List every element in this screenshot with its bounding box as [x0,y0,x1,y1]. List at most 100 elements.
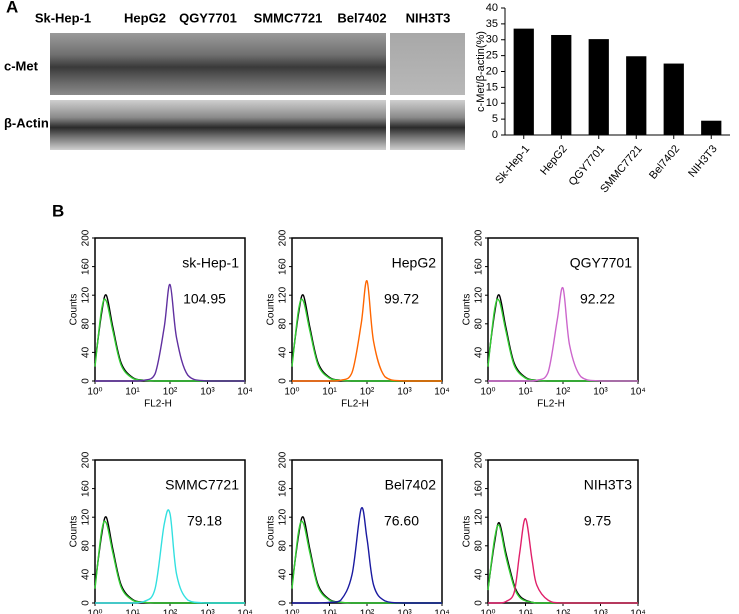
bar [588,39,609,135]
histogram-line [487,294,638,382]
y-tick-label: 30 [486,34,498,46]
x-axis-label: FL2-H [341,399,369,410]
x-tick-label: NIH3T3 [686,143,720,180]
histogram-line [95,509,245,604]
y-tick-label: 80 [474,540,485,552]
lane-label: Bel7402 [337,10,386,25]
x-tick-label: 10³ [593,387,608,398]
histogram-line [488,286,638,382]
histogram-line [487,298,638,382]
y-axis-label: Counts [462,516,473,548]
x-tick-label: Sk-Hep-1 [493,143,532,186]
x-tick-label: HepG2 [538,143,570,177]
histogram-line [291,516,442,604]
x-tick-label: 10³ [200,609,215,614]
blot-image [50,33,386,95]
x-tick-label: 10⁴ [630,387,645,398]
y-tick-label: 40 [278,346,289,358]
y-tick-label: 120 [278,508,289,525]
y-axis-label: c-Met/β-actin(%) [475,31,487,112]
bar [626,56,647,136]
x-tick-label: 10² [360,387,375,398]
histogram-line [95,283,245,382]
x-tick-label: 10⁰ [87,609,102,614]
y-tick-label: 0 [492,129,498,141]
panel-label: B [52,201,64,220]
panel-label: A [6,0,18,16]
y-tick-label: 200 [81,229,92,246]
x-tick-label: 10¹ [518,387,533,398]
histogram-line [292,280,442,382]
mfi-value: 79.18 [187,513,222,529]
y-tick-label: 200 [81,451,92,468]
x-tick-label: 10¹ [125,387,140,398]
y-tick-label: 160 [81,480,92,497]
bar [663,63,684,135]
y-tick-label: 200 [474,229,485,246]
histogram-line [488,517,638,604]
y-axis-label: Counts [266,294,277,326]
lane-label: QGY7701 [179,10,237,25]
mfi-value: 99.72 [384,291,419,307]
y-tick-label: 25 [486,50,498,62]
histogram-line [487,524,638,604]
y-tick-label: 120 [81,508,92,525]
y-tick-label: 5 [492,113,498,125]
x-tick-label: 10² [556,387,571,398]
y-tick-label: 80 [81,540,92,552]
histogram-line [94,294,245,382]
x-tick-label: 10³ [593,609,608,614]
mfi-value: 9.75 [584,513,611,529]
bar [513,28,534,136]
y-axis-label: Counts [69,294,80,326]
mfi-value: 104.95 [183,291,226,307]
x-tick-label: 10⁴ [237,387,252,398]
x-tick-label: Bel7402 [647,143,682,182]
y-axis-label: Counts [462,294,473,326]
sample-name: Bel7402 [385,477,437,493]
y-tick-label: 15 [486,81,498,93]
x-tick-label: 10⁴ [434,387,449,398]
x-tick-label: 10⁰ [284,387,299,398]
x-tick-label: 10¹ [322,387,337,398]
y-tick-label: 160 [474,258,485,275]
y-tick-label: 40 [81,568,92,580]
y-tick-label: 160 [278,258,289,275]
y-tick-label: 120 [278,286,289,303]
y-tick-label: 200 [474,451,485,468]
blot-image [390,100,465,150]
y-tick-label: 80 [81,318,92,330]
histogram-line [94,516,245,604]
histogram-line [291,520,442,604]
y-tick-label: 40 [474,346,485,358]
y-tick-label: 80 [278,540,289,552]
y-tick-label: 200 [278,451,289,468]
sample-name: sk-Hep-1 [182,255,239,271]
y-tick-label: 120 [474,508,485,525]
y-tick-label: 200 [278,229,289,246]
lane-label: Sk-Hep-1 [35,10,91,25]
x-tick-label: 10⁰ [480,609,495,614]
bar [701,120,722,135]
y-tick-label: 0 [474,600,485,606]
y-tick-label: 40 [474,568,485,580]
y-tick-label: 120 [474,286,485,303]
lane-label: SMMC7721 [254,10,323,25]
x-tick-label: 10² [163,387,178,398]
x-tick-label: 10² [360,609,375,614]
x-tick-label: 10¹ [322,609,337,614]
mfi-value: 92.22 [580,291,615,307]
y-tick-label: 20 [486,65,498,77]
bar [551,34,572,135]
histogram-line [292,506,442,604]
y-tick-label: 160 [474,480,485,497]
y-tick-label: 0 [474,378,485,384]
x-axis-label: FL2-H [144,399,172,410]
x-tick-label: 10³ [397,609,412,614]
sample-name: HepG2 [392,255,437,271]
histogram-line [94,298,245,382]
histogram-line [487,522,638,604]
x-tick-label: QGY7701 [567,143,608,188]
y-tick-label: 0 [81,600,92,606]
